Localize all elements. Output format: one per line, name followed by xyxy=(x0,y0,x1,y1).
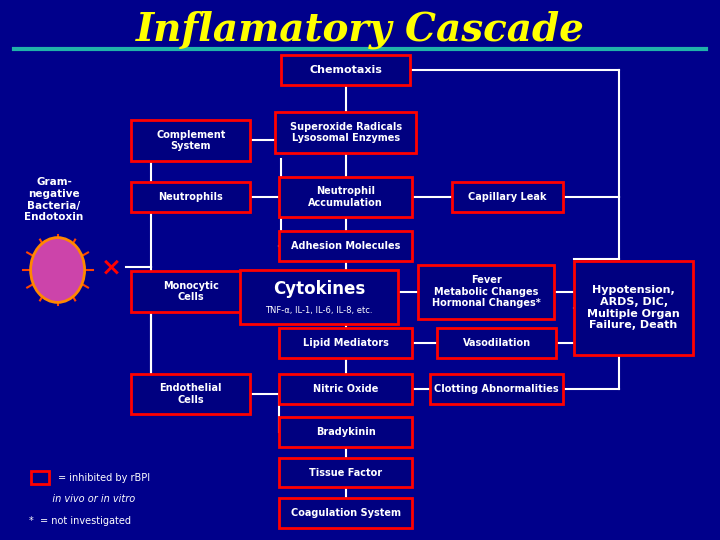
Text: Coagulation System: Coagulation System xyxy=(291,508,400,518)
Text: Neutrophil
Accumulation: Neutrophil Accumulation xyxy=(308,186,383,208)
FancyBboxPatch shape xyxy=(279,417,412,447)
Text: in vivo or in vitro: in vivo or in vitro xyxy=(43,495,135,504)
FancyBboxPatch shape xyxy=(438,328,556,358)
Text: Chemotaxis: Chemotaxis xyxy=(309,65,382,75)
FancyBboxPatch shape xyxy=(132,271,251,312)
Text: Monocytic
Cells: Monocytic Cells xyxy=(163,281,219,302)
Text: Vasodilation: Vasodilation xyxy=(463,338,531,348)
FancyBboxPatch shape xyxy=(279,231,412,260)
FancyBboxPatch shape xyxy=(240,270,398,324)
Text: Superoxide Radicals
Lysosomal Enzymes: Superoxide Radicals Lysosomal Enzymes xyxy=(289,122,402,143)
Text: Neutrophils: Neutrophils xyxy=(158,192,223,202)
FancyBboxPatch shape xyxy=(279,458,412,487)
Text: Lipid Mediators: Lipid Mediators xyxy=(302,338,389,348)
Text: *  = not investigated: * = not investigated xyxy=(29,516,131,526)
FancyBboxPatch shape xyxy=(132,374,251,415)
Text: Clotting Abnormalities: Clotting Abnormalities xyxy=(434,384,559,394)
Text: Adhesion Molecules: Adhesion Molecules xyxy=(291,241,400,251)
Text: = inhibited by rBPI: = inhibited by rBPI xyxy=(58,473,150,483)
Text: ×: × xyxy=(101,255,122,279)
Text: TNF-α, IL-1, IL-6, IL-8, etc.: TNF-α, IL-1, IL-6, IL-8, etc. xyxy=(265,306,373,315)
Text: Inflamatory Cascade: Inflamatory Cascade xyxy=(135,10,585,49)
Ellipse shape xyxy=(30,238,85,302)
FancyBboxPatch shape xyxy=(430,374,563,404)
FancyBboxPatch shape xyxy=(279,374,412,404)
Text: Hypotension,
ARDS, DIC,
Multiple Organ
Failure, Death: Hypotension, ARDS, DIC, Multiple Organ F… xyxy=(588,286,680,330)
FancyBboxPatch shape xyxy=(279,177,412,217)
Text: Endothelial
Cells: Endothelial Cells xyxy=(160,383,222,405)
Text: Complement
System: Complement System xyxy=(156,130,225,151)
FancyBboxPatch shape xyxy=(132,182,251,212)
FancyBboxPatch shape xyxy=(281,55,410,85)
Text: Tissue Factor: Tissue Factor xyxy=(309,468,382,477)
FancyBboxPatch shape xyxy=(575,260,693,355)
Text: Cytokines: Cytokines xyxy=(273,280,365,298)
FancyBboxPatch shape xyxy=(279,328,412,358)
FancyBboxPatch shape xyxy=(418,265,554,319)
FancyBboxPatch shape xyxy=(132,120,251,160)
FancyBboxPatch shape xyxy=(275,112,416,152)
Text: Fever
Metabolic Changes
Hormonal Changes*: Fever Metabolic Changes Hormonal Changes… xyxy=(431,275,541,308)
FancyBboxPatch shape xyxy=(279,498,412,528)
Text: Gram-
negative
Bacteria/
Endotoxin: Gram- negative Bacteria/ Endotoxin xyxy=(24,178,84,222)
Text: Bradykinin: Bradykinin xyxy=(316,427,375,437)
FancyBboxPatch shape xyxy=(452,182,563,212)
Text: Capillary Leak: Capillary Leak xyxy=(468,192,547,202)
FancyBboxPatch shape xyxy=(31,471,49,484)
Text: Nitric Oxide: Nitric Oxide xyxy=(313,384,378,394)
